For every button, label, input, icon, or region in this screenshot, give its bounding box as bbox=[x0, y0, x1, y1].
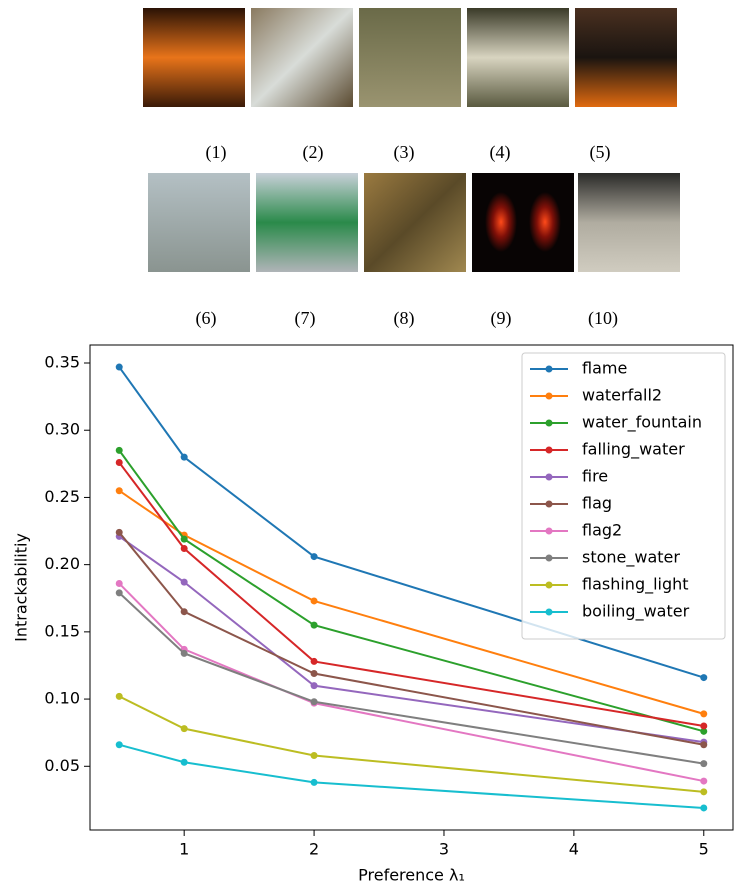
image-label: (7) bbox=[295, 308, 316, 329]
data-point bbox=[116, 487, 123, 494]
image-row-bottom bbox=[148, 173, 680, 272]
image-label: (8) bbox=[394, 308, 415, 329]
figure: (1) (2) (3) (4) (5) (6) (7) (8) (9) (10) 0.05 0.10 0… bbox=[0, 0, 735, 890]
legend-label: stone_water bbox=[582, 548, 680, 568]
data-point bbox=[116, 447, 123, 454]
x-tick-label: 1 bbox=[179, 840, 189, 859]
data-point bbox=[311, 698, 318, 705]
data-point bbox=[181, 536, 188, 543]
legend-label: water_fountain bbox=[582, 413, 702, 433]
data-point bbox=[116, 580, 123, 587]
y-tick-label: 0.10 bbox=[44, 689, 80, 708]
data-point bbox=[700, 710, 707, 717]
y-tick-label: 0.20 bbox=[44, 554, 80, 573]
data-point bbox=[700, 804, 707, 811]
data-point bbox=[311, 658, 318, 665]
data-point bbox=[181, 650, 188, 657]
data-point bbox=[181, 725, 188, 732]
image-label: (10) bbox=[588, 308, 618, 329]
image bbox=[575, 8, 677, 107]
image-label: (9) bbox=[491, 308, 512, 329]
data-point bbox=[181, 608, 188, 615]
legend-label: waterfall2 bbox=[582, 386, 662, 405]
legend-marker bbox=[546, 501, 553, 508]
data-point bbox=[116, 693, 123, 700]
data-point bbox=[700, 788, 707, 795]
image-row-top bbox=[143, 8, 677, 107]
legend-marker bbox=[546, 474, 553, 481]
legend-marker bbox=[546, 366, 553, 373]
legend-marker bbox=[546, 447, 553, 454]
legend-label: flag bbox=[582, 494, 612, 513]
x-tick-label: 3 bbox=[439, 840, 449, 859]
legend-marker bbox=[546, 582, 553, 589]
image bbox=[148, 173, 250, 272]
image-detail bbox=[485, 192, 517, 252]
image bbox=[578, 173, 680, 272]
y-tick-label: 0.05 bbox=[44, 756, 80, 775]
data-point bbox=[116, 364, 123, 371]
data-point bbox=[116, 741, 123, 748]
data-point bbox=[181, 759, 188, 766]
data-point bbox=[700, 722, 707, 729]
data-point bbox=[181, 545, 188, 552]
data-point bbox=[181, 579, 188, 586]
y-axis-label: Intrackabilitiy bbox=[12, 533, 31, 642]
image-label: (1) bbox=[206, 142, 227, 163]
data-point bbox=[311, 682, 318, 689]
legend-label: flame bbox=[582, 359, 627, 378]
x-tick-label: 4 bbox=[569, 840, 579, 859]
data-point bbox=[311, 622, 318, 629]
image-label: (3) bbox=[394, 142, 415, 163]
legend-marker bbox=[546, 420, 553, 427]
image bbox=[359, 8, 461, 107]
image-label: (2) bbox=[303, 142, 324, 163]
data-point bbox=[311, 779, 318, 786]
x-axis-label: Preference λ₁ bbox=[358, 866, 465, 885]
data-point bbox=[700, 760, 707, 767]
series-line bbox=[119, 745, 704, 808]
legend-marker bbox=[546, 609, 553, 616]
image-detail bbox=[529, 192, 561, 252]
legend-marker bbox=[546, 393, 553, 400]
image bbox=[143, 8, 245, 107]
legend-label: falling_water bbox=[582, 440, 685, 460]
data-point bbox=[311, 597, 318, 604]
data-point bbox=[700, 741, 707, 748]
image bbox=[467, 8, 569, 107]
x-tick-label: 5 bbox=[699, 840, 709, 859]
y-tick-label: 0.35 bbox=[44, 353, 80, 372]
y-tick-label: 0.30 bbox=[44, 420, 80, 439]
y-tick-label: 0.15 bbox=[44, 621, 80, 640]
legend-label: flag2 bbox=[582, 521, 622, 540]
image bbox=[364, 173, 466, 272]
x-tick-label: 2 bbox=[309, 840, 319, 859]
image-label: (4) bbox=[490, 142, 511, 163]
data-point bbox=[116, 529, 123, 536]
data-point bbox=[700, 778, 707, 785]
legend-label: flashing_light bbox=[582, 575, 689, 595]
y-tick-label: 0.25 bbox=[44, 487, 80, 506]
data-point bbox=[311, 670, 318, 677]
image bbox=[256, 173, 358, 272]
data-point bbox=[311, 752, 318, 759]
data-point bbox=[311, 553, 318, 560]
legend-label: boiling_water bbox=[582, 602, 690, 622]
legend-marker bbox=[546, 528, 553, 535]
data-point bbox=[116, 459, 123, 466]
legend-label: fire bbox=[582, 467, 608, 486]
data-point bbox=[116, 589, 123, 596]
image-label: (6) bbox=[196, 308, 217, 329]
image-label: (5) bbox=[590, 142, 611, 163]
data-point bbox=[700, 674, 707, 681]
data-point bbox=[181, 454, 188, 461]
legend-marker bbox=[546, 555, 553, 562]
legend: flame waterfall2 water_fountain falling_wat… bbox=[522, 353, 725, 639]
image bbox=[251, 8, 353, 107]
